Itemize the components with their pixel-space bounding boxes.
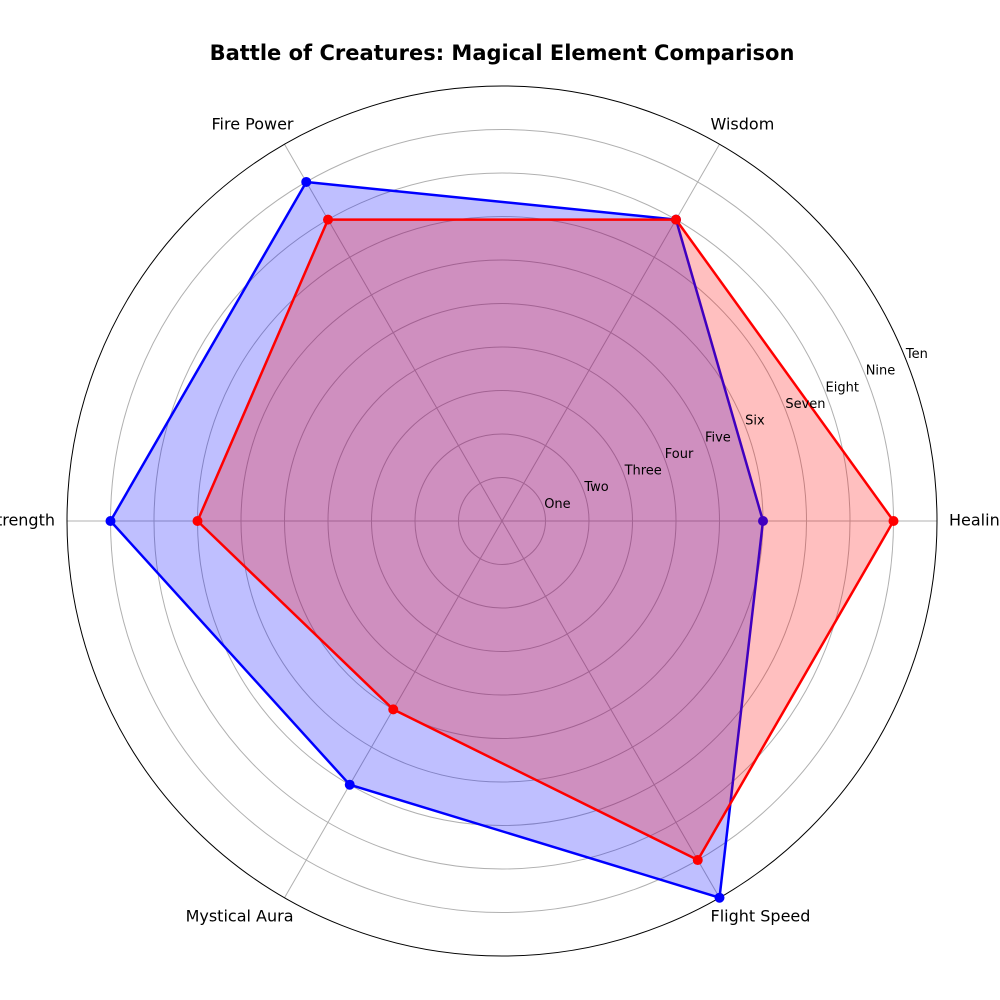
series-1-point-mystical-aura: [344, 779, 355, 790]
series-1-point-strength: [105, 516, 116, 526]
tick-label-one: One: [544, 497, 570, 512]
tick-label-seven: Seven: [785, 397, 825, 412]
tick-label-four: Four: [665, 447, 694, 462]
series-2-point-mystical-aura: [388, 704, 399, 715]
series-2-area: [197, 219, 894, 861]
series-1-area: [110, 182, 763, 898]
spoke-line: [501, 144, 720, 522]
category-label-healing: Healing: [949, 511, 1000, 530]
tick-label-nine: Nine: [866, 364, 896, 379]
tick-label-two: Two: [583, 480, 608, 495]
category-label-flight-speed: Flight Speed: [711, 906, 811, 925]
series-2: [192, 214, 899, 866]
category-labels: Healing Wisdom Fire Power Strength Mystical …: [0, 115, 1000, 926]
tick-label-five: Five: [705, 430, 731, 445]
series-2-point-healing: [888, 516, 899, 526]
series-2-point-fire-power: [323, 214, 333, 225]
tick-label-three: Three: [624, 464, 662, 479]
category-label-fire-power: Fire Power: [211, 115, 293, 134]
series-2-point-strength: [192, 516, 203, 526]
spoke-line: [501, 520, 720, 898]
chart-title: Battle of Creatures: Magical Element Com…: [210, 41, 795, 65]
tick-label-eight: Eight: [826, 380, 859, 395]
series-1-point-fire-power: [301, 176, 312, 187]
spoke-line: [284, 144, 503, 522]
series-2-point-wisdom: [671, 214, 681, 225]
series-1-point-healing: [758, 516, 768, 526]
tick-label-six: Six: [745, 414, 765, 429]
category-label-mystical-aura: Mystical Aura: [186, 906, 294, 925]
category-label-wisdom: Wisdom: [711, 115, 775, 134]
tick-label-ten: Ten: [905, 347, 928, 362]
category-label-strength: Strength: [0, 511, 55, 530]
series-layer: [105, 176, 899, 903]
series-1-point-flight-speed: [714, 892, 725, 903]
series-2-point-flight-speed: [692, 855, 703, 866]
outer-frame: [66, 85, 938, 957]
